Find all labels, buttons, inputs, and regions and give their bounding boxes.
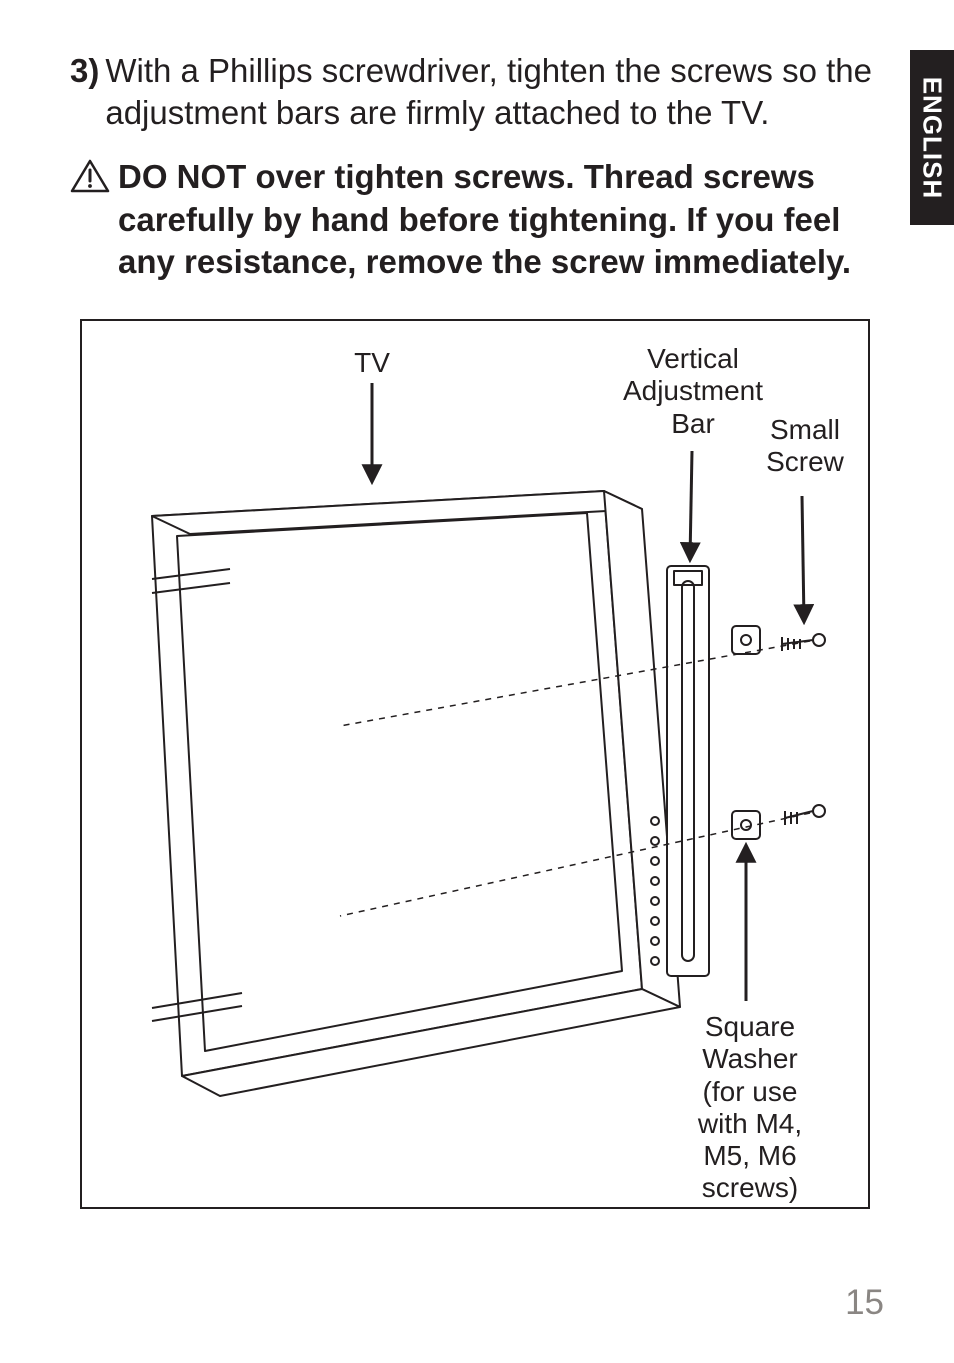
warning-row: DO NOT over tighten screws. Thread screw…: [70, 156, 884, 283]
step-text: With a Phillips screwdriver, tighten the…: [105, 50, 884, 134]
language-tab-label: ENGLISH: [917, 76, 948, 199]
label-bar-l2: Adjustment: [598, 375, 788, 407]
label-washer: Square Washer (for use with M4, M5, M6 s…: [670, 1011, 830, 1204]
label-bar-l1: Vertical: [598, 343, 788, 375]
step-3: 3) With a Phillips screwdriver, tighten …: [70, 50, 884, 134]
label-washer-l3: (for use: [670, 1076, 830, 1108]
label-washer-l5: M5, M6: [670, 1140, 830, 1172]
label-screw: Small Screw: [750, 414, 860, 478]
warning-text: DO NOT over tighten screws. Thread screw…: [118, 156, 884, 283]
label-washer-l4: with M4,: [670, 1108, 830, 1140]
label-screw-l1: Small: [750, 414, 860, 446]
label-washer-l2: Washer: [670, 1043, 830, 1075]
label-tv: TV: [350, 347, 394, 379]
figure: TV Vertical Adjustment Bar Small Screw S…: [80, 319, 870, 1209]
step-number: 3): [70, 50, 99, 134]
page-number: 15: [845, 1283, 884, 1323]
warning-icon: [70, 159, 110, 193]
language-tab: ENGLISH: [910, 50, 954, 225]
page: ENGLISH 3) With a Phillips screwdriver, …: [0, 0, 954, 1363]
label-screw-l2: Screw: [750, 446, 860, 478]
label-washer-l1: Square: [670, 1011, 830, 1043]
label-washer-l6: screws): [670, 1172, 830, 1204]
